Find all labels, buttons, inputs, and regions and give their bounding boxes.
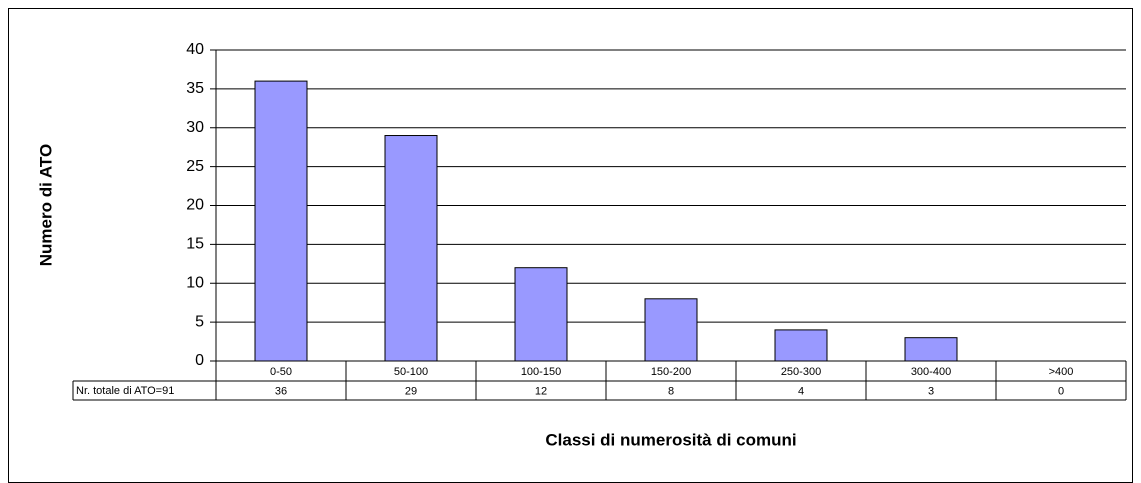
y-tick-label: 10 xyxy=(186,274,204,291)
y-tick-label: 30 xyxy=(186,119,204,136)
x-tick-label: 250-300 xyxy=(781,366,821,378)
y-axis-label: Numero di ATO xyxy=(36,144,55,266)
table-row-label: Nr. totale di ATO=91 xyxy=(76,385,174,397)
table-value: 0 xyxy=(1058,385,1064,397)
y-tick-label: 0 xyxy=(195,352,204,369)
table-value: 29 xyxy=(405,385,417,397)
x-axis-label: Classi di numerosità di comuni xyxy=(545,430,796,449)
y-tick-label: 5 xyxy=(195,313,204,330)
x-tick-label: 150-200 xyxy=(651,366,691,378)
bar xyxy=(384,135,438,362)
x-tick-label: >400 xyxy=(1049,366,1074,378)
bar xyxy=(644,298,698,362)
bar xyxy=(254,80,308,362)
table-value: 12 xyxy=(535,385,547,397)
x-tick-label: 100-150 xyxy=(521,366,561,378)
y-tick-label: 25 xyxy=(186,158,204,175)
bar xyxy=(514,267,568,362)
x-tick-label: 50-100 xyxy=(394,366,428,378)
x-tick-label: 0-50 xyxy=(270,366,292,378)
bar xyxy=(904,337,958,362)
table-value: 8 xyxy=(668,385,674,397)
y-tick-label: 35 xyxy=(186,80,204,97)
y-tick-label: 20 xyxy=(186,197,204,214)
x-tick-label: 300-400 xyxy=(911,366,951,378)
chart-border xyxy=(8,8,1133,483)
table-value: 36 xyxy=(275,385,287,397)
y-tick-label: 40 xyxy=(186,41,204,58)
table-value: 4 xyxy=(798,385,804,397)
bar xyxy=(774,329,828,362)
table-value: 3 xyxy=(928,385,934,397)
y-tick-label: 15 xyxy=(186,236,204,253)
